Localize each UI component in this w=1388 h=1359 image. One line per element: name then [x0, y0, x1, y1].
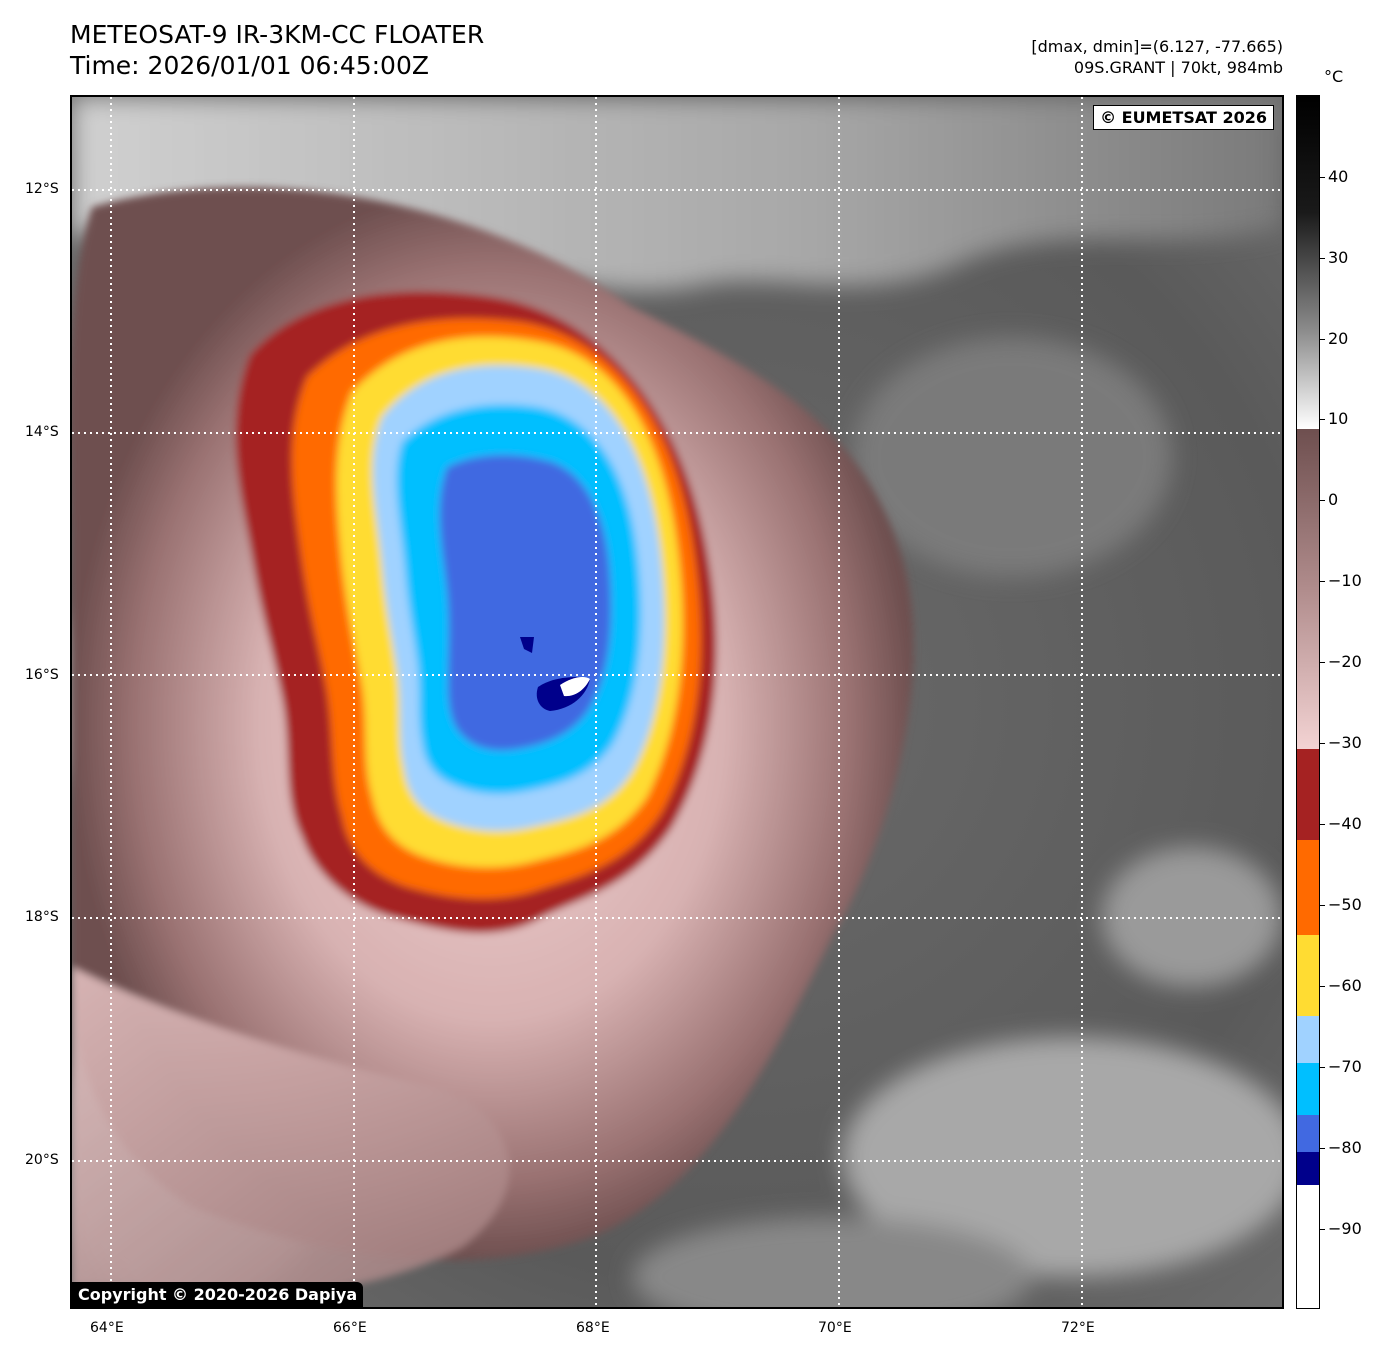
cbar-label-m40: −40 [1328, 814, 1362, 833]
colorbar-unit: °C [1324, 67, 1344, 86]
cbar-label-10: 10 [1328, 409, 1349, 428]
cbar-tick-m40 [1320, 824, 1325, 825]
cbar-tick-0 [1320, 500, 1325, 501]
cbar-label-m80: −80 [1328, 1138, 1362, 1157]
cbar-tick-40 [1320, 177, 1325, 178]
lon-label-66e: 66°E [333, 1320, 367, 1336]
cbar-tick-m70 [1320, 1067, 1325, 1068]
lon-label-72e: 72°E [1061, 1320, 1095, 1336]
cbar-label-m10: −10 [1328, 571, 1362, 590]
cbar-tick-m60 [1320, 986, 1325, 987]
cbar-label-m20: −20 [1328, 652, 1362, 671]
satellite-imagery [72, 97, 1282, 1307]
copyright-credit: Copyright © 2020-2026 Dapiya [72, 1282, 364, 1307]
cbar-tick-10 [1320, 419, 1325, 420]
cbar-tick-m50 [1320, 905, 1325, 906]
lat-label-12s: 12°S [25, 181, 59, 197]
lon-label-64e: 64°E [90, 1320, 124, 1336]
cbar-tick-30 [1320, 258, 1325, 259]
cold-core-white [560, 677, 590, 697]
lon-label-68e: 68°E [576, 1320, 610, 1336]
cbar-tick-m80 [1320, 1148, 1325, 1149]
cbar-label-0: 0 [1328, 490, 1339, 509]
cbar-label-40: 40 [1328, 167, 1349, 186]
colorbar [1296, 95, 1320, 1309]
cbar-tick-m20 [1320, 662, 1325, 663]
lat-label-14s: 14°S [25, 424, 59, 440]
cbar-tick-20 [1320, 339, 1325, 340]
cold-spot [520, 637, 534, 653]
lat-label-16s: 16°S [25, 667, 59, 683]
lat-label-18s: 18°S [25, 909, 59, 925]
cbar-label-20: 20 [1328, 329, 1349, 348]
dmax-dmin-readout: [dmax, dmin]=(6.127, -77.665) [1031, 37, 1283, 56]
lon-label-70e: 70°E [818, 1320, 852, 1336]
cbar-label-m70: −70 [1328, 1057, 1362, 1076]
cbar-label-m30: −30 [1328, 733, 1362, 752]
eumetsat-credit: © EUMETSAT 2026 [1093, 105, 1274, 130]
cbar-tick-m10 [1320, 581, 1325, 582]
chart-title: METEOSAT-9 IR-3KM-CC FLOATER [70, 20, 485, 49]
cbar-tick-m30 [1320, 743, 1325, 744]
graticule [72, 97, 1282, 1307]
colorbar-scale [1297, 96, 1319, 1308]
cbar-label-m90: −90 [1328, 1219, 1362, 1238]
cbar-tick-m90 [1320, 1229, 1325, 1230]
cbar-label-m60: −60 [1328, 976, 1362, 995]
cbar-label-m50: −50 [1328, 895, 1362, 914]
storm-info: 09S.GRANT | 70kt, 984mb [1073, 58, 1283, 77]
chart-time: Time: 2026/01/01 06:45:00Z [70, 51, 429, 80]
satellite-map[interactable]: © EUMETSAT 2026 Copyright © 2020-2026 Da… [70, 95, 1284, 1309]
lat-label-20s: 20°S [25, 1152, 59, 1168]
cbar-label-30: 30 [1328, 248, 1349, 267]
